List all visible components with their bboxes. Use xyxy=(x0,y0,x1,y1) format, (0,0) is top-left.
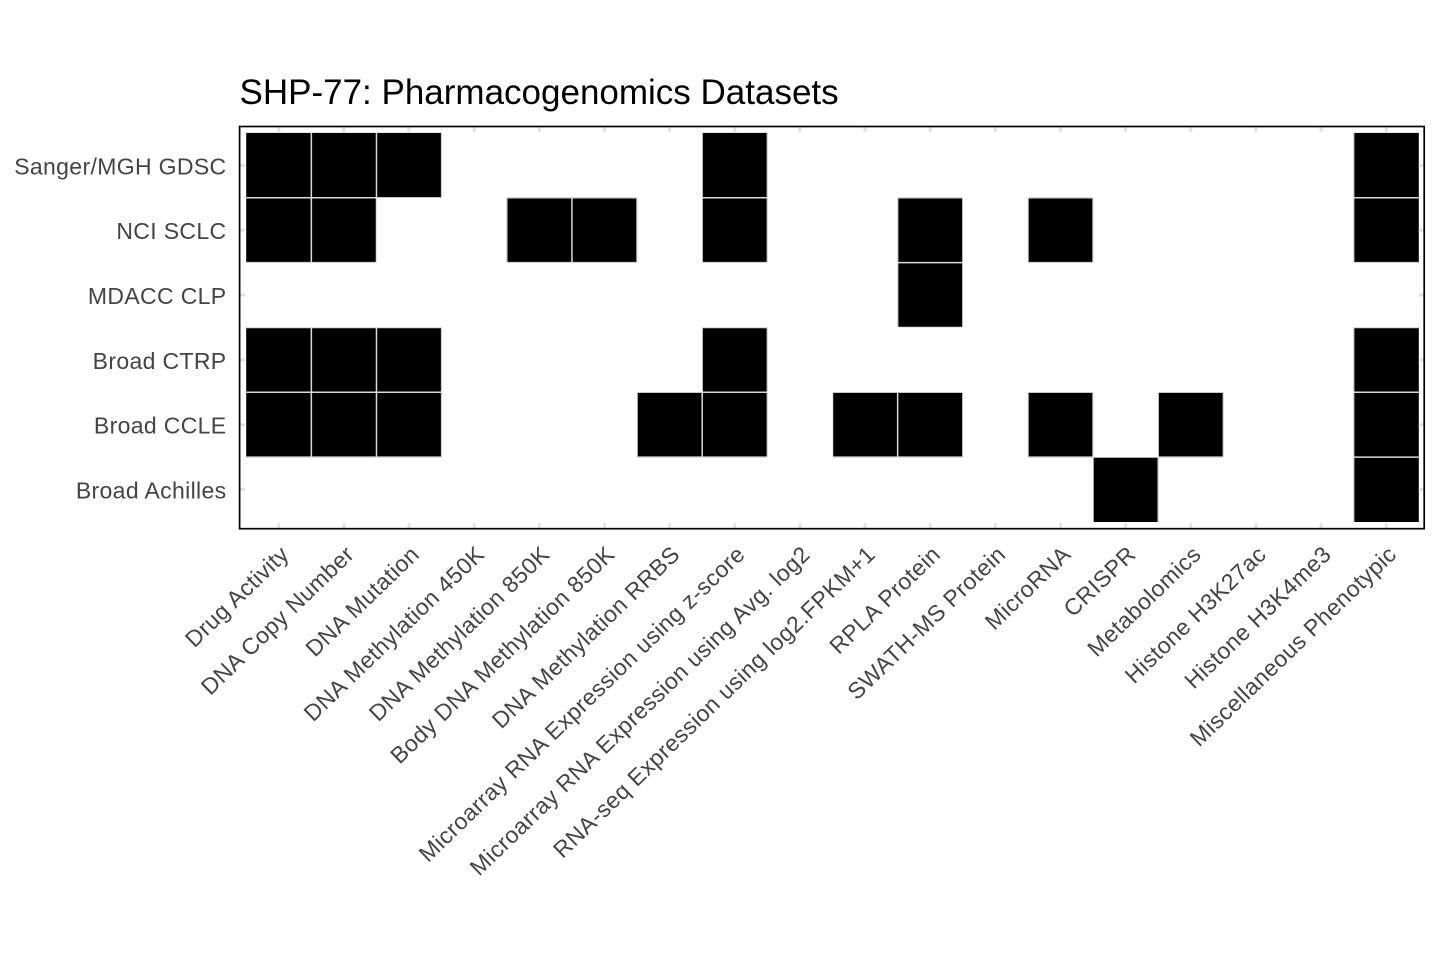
svg-text:MDACC CLP: MDACC CLP xyxy=(88,283,227,309)
svg-text:Broad CTRP: Broad CTRP xyxy=(93,348,227,374)
svg-text:Broad Achilles: Broad Achilles xyxy=(76,478,227,504)
svg-text:SHP-77: Pharmacogenomics Datas: SHP-77: Pharmacogenomics Datasets xyxy=(240,73,839,112)
svg-text:NCI SCLC: NCI SCLC xyxy=(116,218,226,244)
svg-text:Sanger/MGH GDSC: Sanger/MGH GDSC xyxy=(14,153,226,179)
svg-text:Broad CCLE: Broad CCLE xyxy=(94,413,227,439)
